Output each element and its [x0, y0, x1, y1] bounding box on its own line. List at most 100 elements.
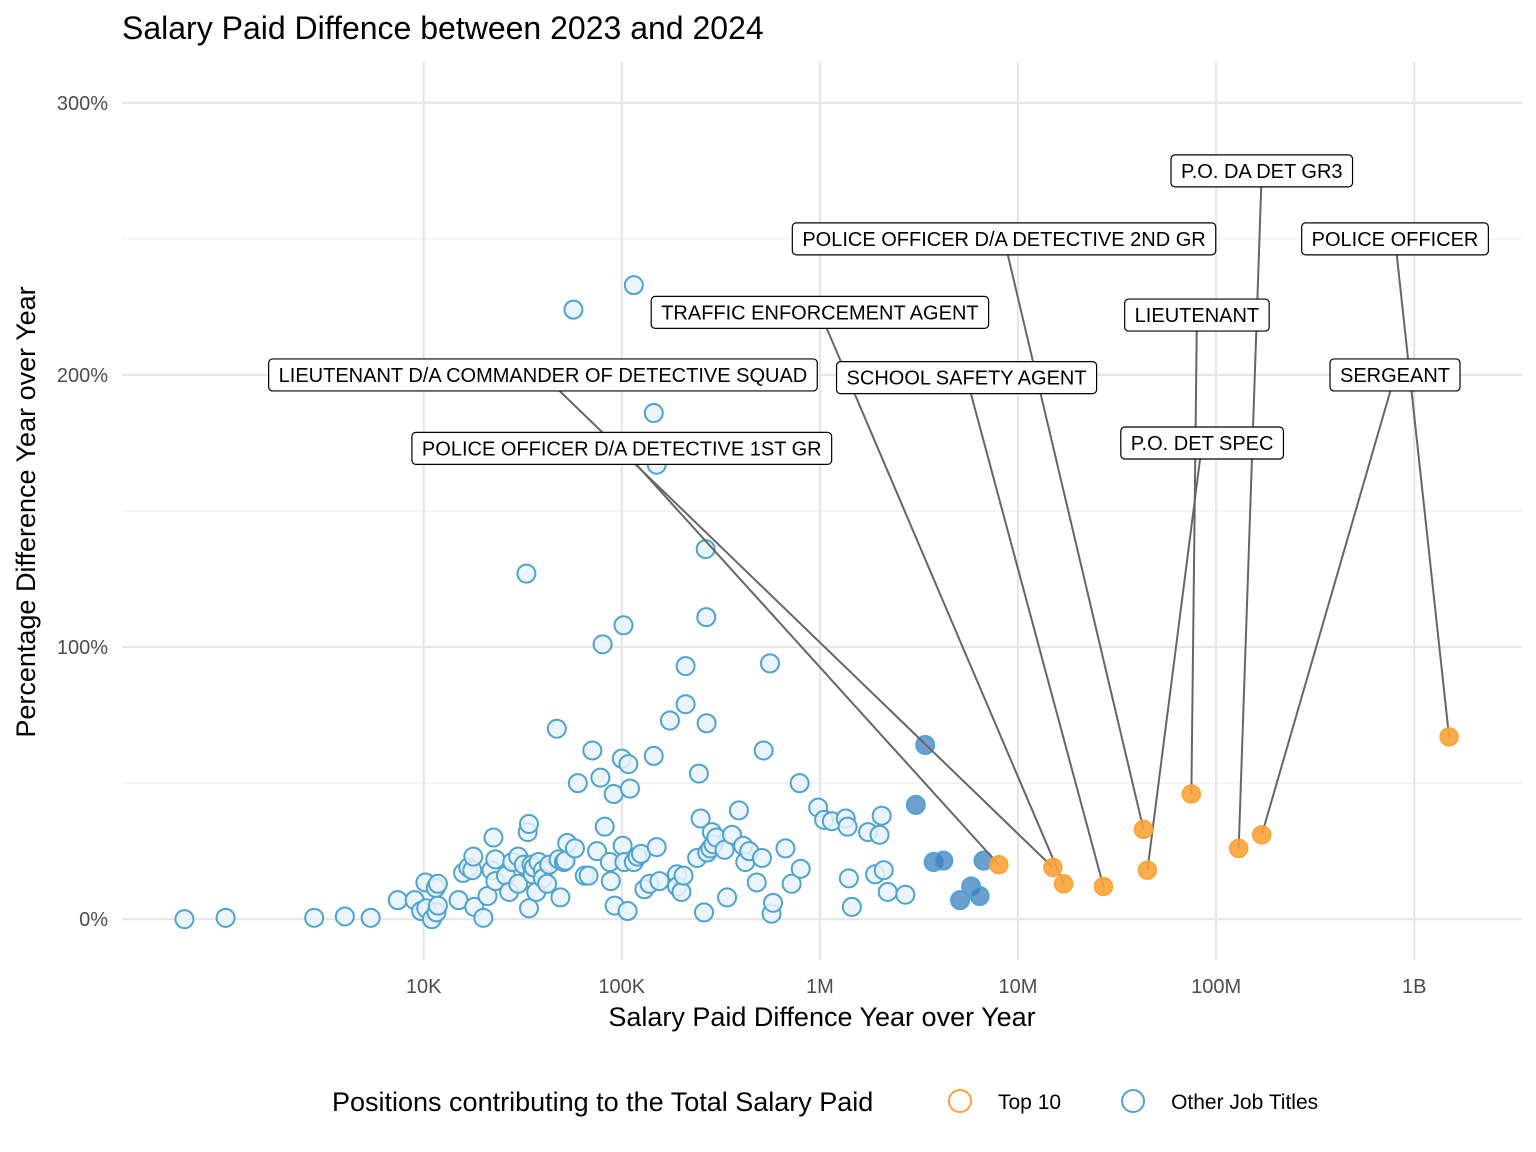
other-job-title-point [790, 858, 811, 879]
other-job-titles-series [174, 275, 994, 930]
legend-label: Other Job Titles [1171, 1091, 1318, 1114]
label-box [1120, 426, 1285, 460]
label-leader-lines [542, 170, 1451, 887]
label-leader-line [1003, 238, 1145, 830]
label-box [1301, 222, 1489, 256]
legend-key [948, 1089, 972, 1113]
label-box [1124, 298, 1270, 332]
other-job-title-point [578, 865, 599, 886]
other-job-title-point [304, 907, 325, 928]
other-job-title-point [485, 849, 506, 870]
other-job-title-point [877, 881, 898, 902]
label-text: LIEUTENANT [1135, 305, 1259, 327]
other-job-title-point [582, 740, 603, 761]
x-tick-label: 1M [806, 976, 834, 998]
other-job-title-point [696, 713, 717, 734]
other-job-title-point [775, 838, 796, 859]
other-job-title-point [871, 805, 892, 826]
top-10-label: POLICE OFFICER D/A DETECTIVE 2ND GR [791, 222, 1217, 256]
other-job-title-point [334, 906, 355, 927]
top-10-point [1228, 838, 1249, 859]
x-tick-label: 100M [1191, 976, 1241, 998]
top-10-label: P.O. DA DET GR3 [1170, 154, 1354, 188]
other-job-title-point [671, 881, 692, 902]
top-10-point [1053, 874, 1074, 894]
y-tick-label: 200% [57, 365, 108, 387]
top-10-point [1439, 727, 1459, 747]
other-job-title-point [746, 872, 767, 893]
label-leader-line [1394, 238, 1451, 737]
other-job-title-point [594, 816, 615, 837]
top-10-series [989, 727, 1459, 897]
top-10-label: SCHOOL SAFETY AGENT [835, 361, 1098, 395]
other-job-title-point [590, 767, 611, 788]
x-tick-label: 10K [406, 976, 442, 998]
other-job-title-point [837, 816, 858, 837]
other-job-title-point [643, 403, 664, 424]
other-job-title-point [675, 694, 696, 715]
top-10-label: TRAFFIC ENFORCEMENT AGENT [650, 295, 990, 329]
y-axis-ticks: 0% 100% 200% 300% [57, 93, 108, 931]
other-job-title-point [895, 884, 916, 905]
top-10-label: LIEUTENANT [1124, 298, 1270, 332]
other-job-title-point [516, 563, 537, 584]
other-job-title-point [592, 634, 613, 655]
top-10-point [1093, 876, 1114, 897]
label-box [411, 431, 833, 466]
other-job-title-point [690, 808, 711, 829]
top-10-point [1181, 784, 1202, 804]
top-10-label: P.O. DET SPEC [1120, 426, 1285, 460]
label-box [650, 295, 990, 329]
label-text: P.O. DA DET GR3 [1181, 161, 1343, 183]
other-job-title-point [673, 865, 694, 886]
other-job-title-point [696, 607, 717, 628]
other-job-title-point [174, 909, 195, 930]
label-box [268, 358, 818, 392]
other-job-title-point [518, 898, 539, 919]
x-axis-title: Salary Paid Diffence Year over Year [608, 1002, 1035, 1032]
other-job-title-point [564, 838, 585, 859]
other-job-title-point [360, 907, 381, 928]
other-job-title-point [215, 907, 236, 928]
other-job-title-point [567, 773, 588, 794]
other-job-title-point [869, 824, 890, 845]
top-10-label: POLICE OFFICER D/A DETECTIVE 1ST GR [411, 431, 833, 466]
other-job-title-point [518, 813, 539, 834]
other-job-title-point [613, 615, 634, 636]
other-job-title-point [600, 871, 621, 892]
x-axis-ticks: 10K 100K 1M 10M 100M 1B [406, 976, 1427, 998]
other-job-title-point [760, 653, 781, 674]
other-job-title-point [717, 887, 738, 908]
x-tick-label: 100K [598, 976, 645, 998]
other-job-title-point [550, 887, 571, 908]
label-text: SERGEANT [1340, 365, 1450, 387]
label-text: POLICE OFFICER [1312, 229, 1479, 251]
other-job-title-point [781, 873, 802, 894]
other-job-title-point [838, 868, 859, 889]
legend-entries: Top 10 Other Job Titles [948, 1089, 1318, 1114]
other-job-title-point [623, 275, 644, 296]
y-axis-title: Percentage Difference Year over Year [11, 286, 41, 737]
y-tick-label: 100% [57, 637, 108, 659]
other-job-title-point [537, 873, 558, 894]
label-box [1329, 358, 1461, 392]
other-job-title-point [688, 763, 709, 784]
other-job-title-point [587, 841, 608, 862]
label-box [1170, 154, 1354, 188]
label-text: P.O. DET SPEC [1131, 433, 1274, 455]
other-job-title-point [675, 656, 696, 677]
other-job-title-point [841, 896, 862, 917]
y-tick-label: 0% [79, 909, 108, 931]
label-leader-line [1237, 170, 1263, 849]
other-job-title-point [617, 901, 638, 922]
label-text: POLICE OFFICER D/A DETECTIVE 2ND GR [802, 229, 1205, 251]
other-job-title-point [646, 837, 667, 858]
top-10-point [989, 855, 1009, 875]
top-10-label: POLICE OFFICER [1301, 222, 1489, 256]
legend: Positions contributing to the Total Sala… [332, 1087, 1318, 1117]
other-job-title-point [618, 754, 639, 775]
other-job-title-point [427, 895, 448, 916]
other-job-title-point [751, 847, 772, 868]
top-10-point [1043, 857, 1063, 878]
